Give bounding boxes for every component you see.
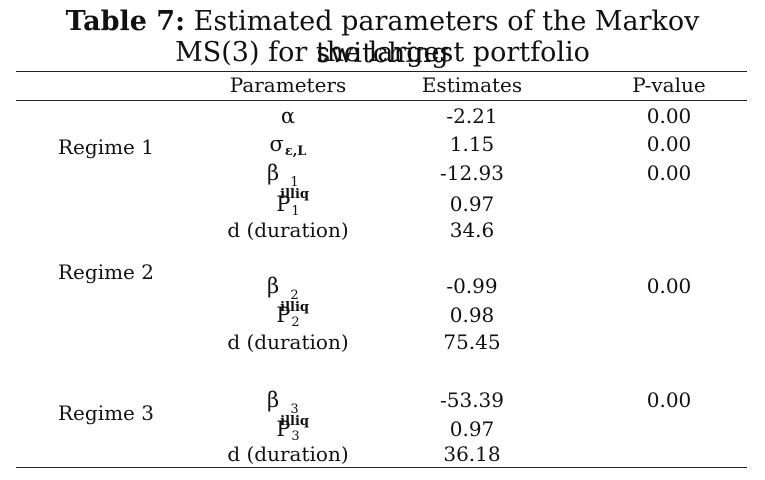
param-symbol: β xyxy=(267,274,280,298)
estimate-cell: 0.97 xyxy=(449,192,495,216)
param-symbol: σ xyxy=(269,132,284,156)
param-cell: P3 xyxy=(178,416,398,450)
param-symbol: P xyxy=(276,192,291,216)
estimate-cell: -2.21 xyxy=(446,104,498,128)
estimate-cell: 0.98 xyxy=(449,303,495,327)
estimate-cell: 36.18 xyxy=(443,442,501,466)
param-symbol: P xyxy=(276,417,291,441)
estimate-cell: -53.39 xyxy=(439,388,504,412)
param-cell: d (duration) xyxy=(227,330,349,354)
param-subscript: illiq xyxy=(280,300,309,315)
pvalue-cell: 0.00 xyxy=(646,132,692,156)
param-cell: d (duration) xyxy=(227,218,349,242)
estimate-cell: 0.97 xyxy=(449,417,495,441)
header-pvalue: P-value xyxy=(632,73,706,97)
pvalue-cell: 0.00 xyxy=(646,161,692,185)
regime-label: Regime 3 xyxy=(58,401,154,425)
param-subscript: 3 xyxy=(291,429,300,444)
param-superscript: 3 xyxy=(290,402,299,417)
param-cell: β 3 illiq xyxy=(178,387,398,428)
param-cell: σε,L xyxy=(178,131,398,165)
param-subscript: 1 xyxy=(291,204,300,219)
param-symbol: α xyxy=(280,104,296,128)
pvalue-cell: 0.00 xyxy=(646,274,692,298)
param-symbol: β xyxy=(267,161,280,185)
param-subscript: ε,L xyxy=(284,144,307,159)
caption-text-1: Estimated parameters of the Markov switc… xyxy=(185,6,700,69)
regime-label: Regime 2 xyxy=(58,260,154,284)
caption-label: Table 7: xyxy=(65,6,186,37)
estimate-cell: -0.99 xyxy=(446,274,498,298)
param-subscript: illiq xyxy=(280,414,309,429)
param-symbol: P xyxy=(276,303,291,327)
caption-line-2: MS(3) for the largest portfolio xyxy=(175,37,590,68)
pvalue-cell: 0.00 xyxy=(646,388,692,412)
header-rule xyxy=(16,100,747,101)
estimate-cell: -12.93 xyxy=(439,161,504,185)
estimate-cell: 34.6 xyxy=(449,218,495,242)
param-scripts: 1 illiq xyxy=(280,175,309,202)
top-rule xyxy=(16,71,747,72)
header-parameters: Parameters xyxy=(229,73,347,97)
param-scripts: 2 illiq xyxy=(280,288,309,315)
param-cell: P2 xyxy=(178,302,398,336)
param-cell: β 1 illiq xyxy=(178,160,398,201)
param-superscript: 1 xyxy=(290,175,299,190)
param-cell: β 2 illiq xyxy=(178,273,398,314)
param-cell: d (duration) xyxy=(227,442,349,466)
param-symbol: β xyxy=(267,388,280,412)
bottom-rule xyxy=(16,467,747,468)
regime-label: Regime 1 xyxy=(58,135,154,159)
caption-line-1: Table 7: Estimated parameters of the Mar… xyxy=(0,6,765,70)
param-superscript: 2 xyxy=(290,288,299,303)
estimate-cell: 1.15 xyxy=(449,132,495,156)
pvalue-cell: 0.00 xyxy=(646,104,692,128)
param-subscript: illiq xyxy=(280,187,309,202)
header-estimates: Estimates xyxy=(421,73,523,97)
param-cell: α xyxy=(178,103,398,129)
param-cell: P1 xyxy=(178,191,398,225)
param-scripts: 3 illiq xyxy=(280,402,309,429)
param-subscript: 2 xyxy=(291,315,300,330)
estimate-cell: 75.45 xyxy=(443,330,501,354)
